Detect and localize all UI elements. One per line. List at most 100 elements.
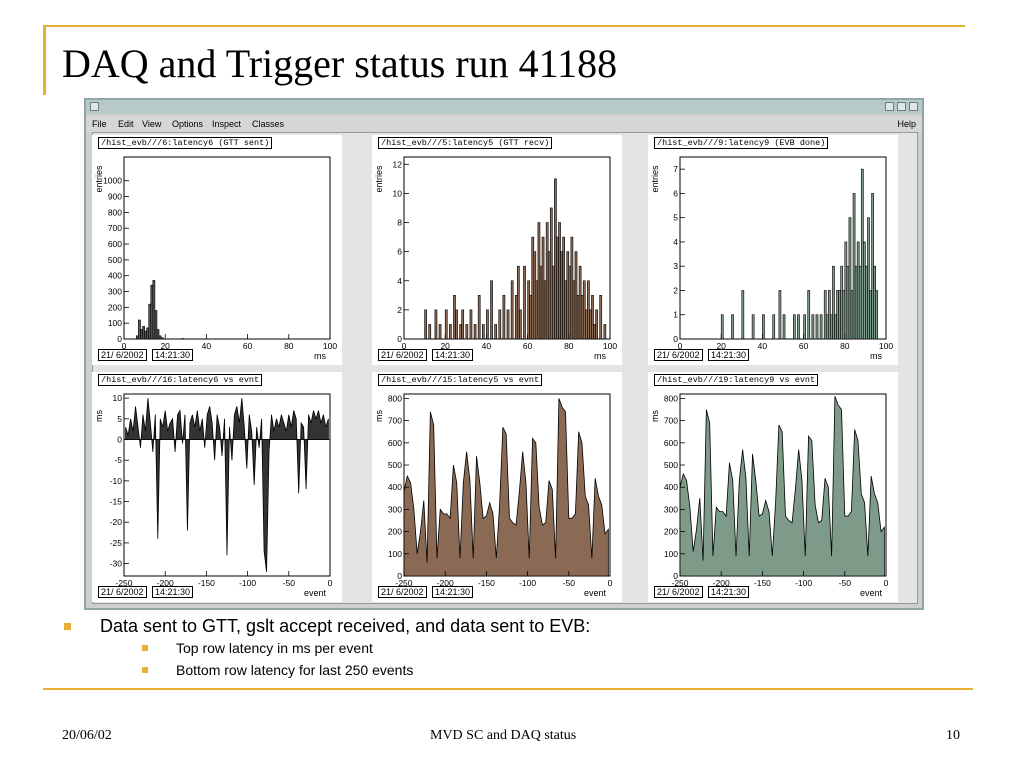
chart-date: 21/ 6/2002 <box>98 349 147 361</box>
hist-bar <box>863 241 866 340</box>
y-tick-label: -20 <box>110 517 123 527</box>
x-tick-label: 60 <box>799 341 809 351</box>
hist-bar <box>815 314 819 340</box>
chart-pad-2[interactable]: 0 20 40 60 80 100 0 2 4 6 8 10 12 ms entries/hist_evb/… <box>372 135 622 365</box>
x-axis-label: event <box>860 588 883 598</box>
y-tick-label: 300 <box>108 287 122 297</box>
hist-bar <box>469 309 473 340</box>
y-tick-label: 700 <box>108 223 122 233</box>
hist-bar <box>842 290 846 340</box>
menu-options[interactable]: Options <box>172 119 204 129</box>
bullet-sub-2: Bottom row latency for last 250 events <box>64 659 964 681</box>
hist-bar <box>828 290 831 340</box>
chart-time: 14:21:30 <box>432 586 474 598</box>
hist-bar <box>772 314 776 340</box>
hist-bar <box>751 314 755 340</box>
plot-frame <box>123 156 331 340</box>
x-tick-label: 100 <box>323 341 337 351</box>
x-tick-label: -100 <box>519 578 536 588</box>
hist-bar <box>535 280 539 340</box>
chart-title: /hist_evb///5:latency5 (GTT recv) <box>378 137 553 149</box>
x-tick-label: -100 <box>239 578 256 588</box>
hist-bar <box>490 280 493 340</box>
x-axis-label: event <box>584 588 607 598</box>
hist-bar <box>568 265 572 340</box>
menu-view[interactable]: View <box>142 119 162 129</box>
y-tick-label: 0 <box>673 334 678 344</box>
minimize-icon[interactable] <box>885 102 894 111</box>
chart-date: 21/ 6/2002 <box>98 586 147 598</box>
chart-pad-5[interactable]: -250 -200 -150 -100 -50 0 0 100 200 300 400 500 600 7… <box>372 372 622 602</box>
menu-help[interactable]: Help <box>897 119 916 129</box>
chart-pad-6[interactable]: -250 -200 -150 -100 -50 0 0 100 200 300 400 500 600 7… <box>648 372 898 602</box>
menu-edit[interactable]: Edit <box>118 119 134 129</box>
x-tick-label: -50 <box>839 578 852 588</box>
y-axis-label: ms <box>650 410 660 422</box>
chart-title: /hist_evb///15:latency5 vs evnt <box>378 374 543 386</box>
hist-bar <box>850 290 854 340</box>
hist-bar <box>582 280 586 340</box>
y-axis-label: entries <box>374 165 384 193</box>
hist-bar <box>873 265 876 340</box>
hist-bar <box>782 314 786 340</box>
x-tick-label: -100 <box>795 578 812 588</box>
hist-bar <box>558 222 561 340</box>
menu-file[interactable]: File <box>92 119 107 129</box>
y-tick-label: 300 <box>664 504 678 514</box>
hist-bar <box>856 241 860 340</box>
hist-bar <box>438 324 442 340</box>
menubar: File Edit View Options Inspect Classes H… <box>86 116 922 132</box>
hist-bar <box>560 251 563 340</box>
y-tick-label: 0 <box>397 571 402 581</box>
series-area <box>679 396 885 577</box>
window-menu-icon[interactable] <box>90 102 99 111</box>
hist-bar <box>852 193 856 340</box>
hist-bar <box>566 251 570 340</box>
close-icon[interactable] <box>909 102 918 111</box>
chart-pad-3[interactable]: 0 20 40 60 80 100 0 1 2 3 4 5 6 7 ms entries/hist_evb//… <box>648 135 898 365</box>
y-tick-label: 800 <box>108 207 122 217</box>
menu-classes[interactable]: Classes <box>252 119 285 129</box>
hist-bar <box>803 314 806 340</box>
chart-pad-4[interactable]: -250 -200 -150 -100 -50 0 -30 -25 -20 -15 -10 -5 0 5 1… <box>92 372 342 602</box>
hist-bar <box>444 309 448 340</box>
chart-title: /hist_evb///19:latency9 vs evnt <box>654 374 819 386</box>
hist-bar <box>836 290 839 340</box>
bullet-marker <box>64 623 71 630</box>
y-tick-label: 600 <box>108 239 122 249</box>
y-tick-label: 1000 <box>103 176 122 186</box>
hist-bar <box>819 314 823 340</box>
y-tick-label: 400 <box>388 482 402 492</box>
hist-bar <box>593 324 596 340</box>
hist-bar <box>481 324 485 340</box>
y-axis-label: ms <box>94 410 104 422</box>
y-tick-label: 0 <box>117 334 122 344</box>
hist-bar <box>599 295 603 340</box>
y-tick-label: 100 <box>108 318 122 328</box>
x-tick-label: -250 <box>395 578 412 588</box>
x-tick-label: 40 <box>758 341 768 351</box>
y-tick-label: 100 <box>664 549 678 559</box>
bullet-marker <box>142 645 148 651</box>
bullet-sub-2-text: Bottom row latency for last 250 events <box>176 662 414 678</box>
menu-inspect[interactable]: Inspect <box>212 119 242 129</box>
y-tick-label: 700 <box>664 416 678 426</box>
x-tick-label: 40 <box>482 341 492 351</box>
hist-bar <box>152 280 156 340</box>
hist-bar <box>533 251 537 340</box>
chart-svg: 0 20 40 60 80 100 0 2 4 6 8 10 12 ms entries <box>372 135 622 365</box>
chart-time: 14:21:30 <box>152 586 194 598</box>
chart-pad-1[interactable]: 0 20 40 60 80 100 0 100 200 300 400 500 600 700 800 900… <box>92 135 342 365</box>
hist-bar <box>580 295 584 340</box>
x-tick-label: 60 <box>243 341 253 351</box>
y-tick-label: 10 <box>393 188 403 198</box>
hist-bar <box>869 290 872 340</box>
hist-bar <box>793 314 796 340</box>
x-tick-label: 0 <box>122 341 127 351</box>
hist-bar <box>807 290 811 340</box>
x-tick-label: 0 <box>402 341 407 351</box>
hist-bar <box>572 280 576 340</box>
maximize-icon[interactable] <box>897 102 906 111</box>
chart-svg: -250 -200 -150 -100 -50 0 0 100 200 300 400 500 600 7… <box>372 372 622 602</box>
slide-title: DAQ and Trigger status run 41188 <box>62 41 618 86</box>
